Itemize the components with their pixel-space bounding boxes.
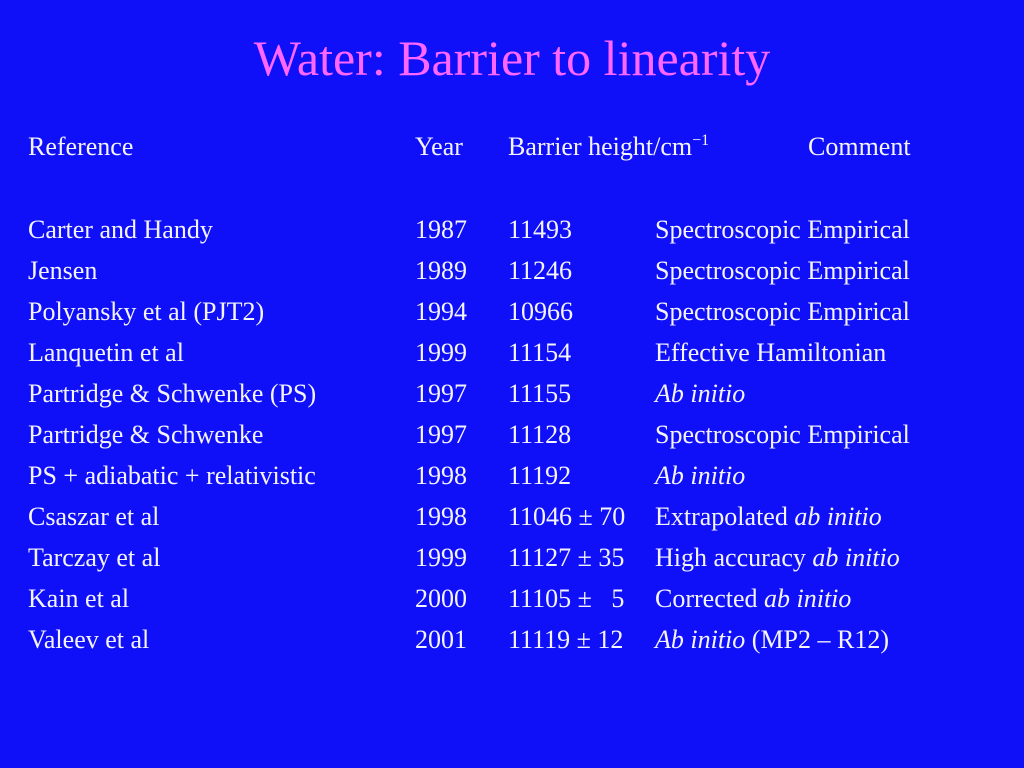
comment: Spectroscopic Empirical [655, 296, 910, 328]
slide-title: Water: Barrier to linearity [253, 30, 771, 86]
year: 1987 [415, 215, 467, 244]
comment-part: Spectroscopic Empirical [655, 420, 910, 449]
header-comment: Comment [808, 132, 911, 161]
comment: Effective Hamiltonian [655, 337, 886, 369]
year: 2001 [415, 625, 467, 654]
reference: Lanquetin et al [28, 338, 184, 367]
reference: Tarczay et al [28, 543, 161, 572]
comment-part: Spectroscopic Empirical [655, 297, 910, 326]
year: 1998 [415, 502, 467, 531]
barrier-height: 11246 [508, 256, 573, 285]
year: 1994 [415, 297, 467, 326]
header-barrier: Barrier height/cm−1 [508, 131, 709, 163]
year: 1997 [415, 379, 467, 408]
barrier-height: 11127 ± 35 [508, 543, 625, 572]
comment: Spectroscopic Empirical [655, 419, 910, 451]
header-barrier-text: Barrier height/cm [508, 132, 693, 161]
barrier-height: 10966 [508, 297, 573, 326]
year: 1999 [415, 543, 467, 572]
comment-part: ab initio [794, 502, 882, 531]
comment: High accuracy ab initio [655, 542, 900, 574]
barrier-height: 11128 [508, 420, 572, 449]
year: 1989 [415, 256, 467, 285]
comment: Ab initio [655, 460, 745, 492]
comment: Extrapolated ab initio [655, 501, 882, 533]
header-year: Year [415, 132, 463, 161]
barrier-height: 11154 [508, 338, 572, 367]
comment-part: (MP2 – R12) [751, 625, 890, 654]
reference: Csaszar et al [28, 502, 160, 531]
reference: Kain et al [28, 584, 130, 613]
comment: Spectroscopic Empirical [655, 214, 910, 246]
barrier-height: 11119 ± 12 [508, 625, 624, 654]
comment-part: Corrected [655, 584, 758, 613]
barrier-height: 11493 [508, 215, 573, 244]
year: 2000 [415, 584, 467, 613]
comment: Ab initio (MP2 – R12) [655, 624, 889, 656]
comment-part: Spectroscopic Empirical [655, 215, 910, 244]
comment-part: Effective Hamiltonian [655, 338, 887, 367]
comment-part: Spectroscopic Empirical [655, 256, 910, 285]
barrier-height: 11155 [508, 379, 572, 408]
comment: Spectroscopic Empirical [655, 255, 910, 287]
comment-part: ab initio [764, 584, 852, 613]
reference: Partridge & Schwenke [28, 420, 264, 449]
reference: Valeev et al [28, 625, 150, 654]
header-reference: Reference [28, 132, 134, 161]
reference: Polyansky et al (PJT2) [28, 297, 265, 326]
header-barrier-exponent: −1 [692, 132, 710, 149]
barrier-height: 11192 [508, 461, 572, 490]
comment-part: Ab initio [655, 625, 746, 654]
comment-part: ab initio [812, 543, 900, 572]
year: 1999 [415, 338, 467, 367]
reference: Partridge & Schwenke (PS) [28, 379, 317, 408]
comment: Ab initio [655, 378, 745, 410]
comment-part: Extrapolated [655, 502, 788, 531]
comment-part: Ab initio [655, 379, 746, 408]
comment-part: High accuracy [655, 543, 806, 572]
reference: Carter and Handy [28, 215, 213, 244]
year: 1997 [415, 420, 467, 449]
comment: Corrected ab initio [655, 583, 851, 615]
reference: Jensen [28, 256, 98, 285]
comment-part: Ab initio [655, 461, 746, 490]
barrier-height: 11046 ± 70 [508, 502, 626, 531]
barrier-height: 11105 ± 5 [508, 584, 625, 613]
reference: PS + adiabatic + relativistic [28, 461, 316, 490]
year: 1998 [415, 461, 467, 490]
